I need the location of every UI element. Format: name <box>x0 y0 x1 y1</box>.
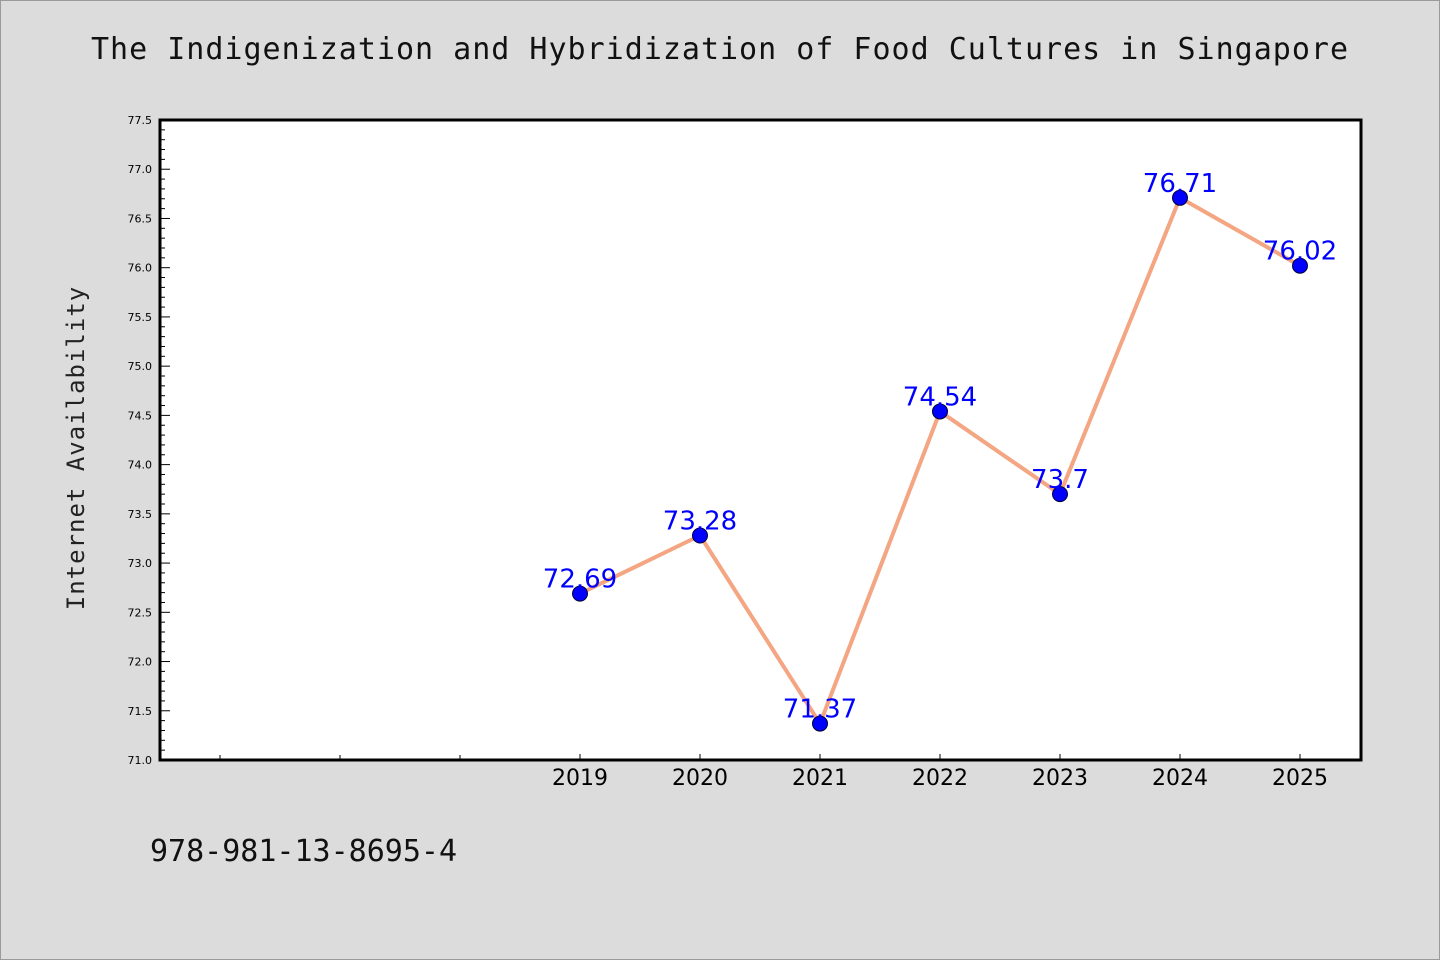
y-tick-label: 76.0 <box>128 262 153 275</box>
plot-border <box>158 118 1363 762</box>
data-point <box>812 715 828 732</box>
y-tick-label: 75.5 <box>128 311 153 324</box>
x-tick-label: 2019 <box>552 766 608 791</box>
y-tick-label: 71.0 <box>128 754 153 767</box>
y-tick-label: 72.5 <box>128 606 153 619</box>
y-tick-label: 73.0 <box>128 557 153 570</box>
y-tick-label: 72.0 <box>128 656 153 669</box>
data-point <box>1292 257 1308 274</box>
x-tick-label: 2022 <box>912 766 968 791</box>
data-label: 74.54 <box>903 382 977 412</box>
y-tick-label: 73.5 <box>128 508 153 521</box>
y-tick-label: 74.5 <box>128 409 153 422</box>
y-tick-label: 71.5 <box>128 705 153 718</box>
x-tick-label: 2023 <box>1032 766 1088 791</box>
x-tick-label: 2021 <box>792 766 848 791</box>
data-point <box>1052 486 1068 503</box>
x-tick-label: 2020 <box>672 766 728 791</box>
y-tick-label: 77.5 <box>128 114 153 127</box>
data-label: 76.71 <box>1143 169 1217 199</box>
data-label: 73.7 <box>1031 465 1089 495</box>
data-label: 73.28 <box>663 507 737 537</box>
y-tick-label: 75.0 <box>128 360 153 373</box>
x-tick-label: 2025 <box>1272 766 1328 791</box>
x-tick-label: 2024 <box>1152 766 1208 791</box>
isbn-text: 978-981-13-8695-4 <box>150 834 458 869</box>
data-point <box>572 585 588 602</box>
data-point <box>692 527 708 544</box>
y-tick-label: 77.0 <box>128 163 153 176</box>
y-tick-label: 76.5 <box>128 212 153 225</box>
chart-title: The Indigenization and Hybridization of … <box>90 32 1350 67</box>
data-point <box>932 403 948 420</box>
y-tick-label: 74.0 <box>128 459 153 472</box>
plot-area <box>160 120 1361 760</box>
data-point <box>1172 189 1188 206</box>
data-label: 71.37 <box>783 695 857 725</box>
data-label: 72.69 <box>543 565 617 595</box>
data-label: 76.02 <box>1263 237 1337 267</box>
